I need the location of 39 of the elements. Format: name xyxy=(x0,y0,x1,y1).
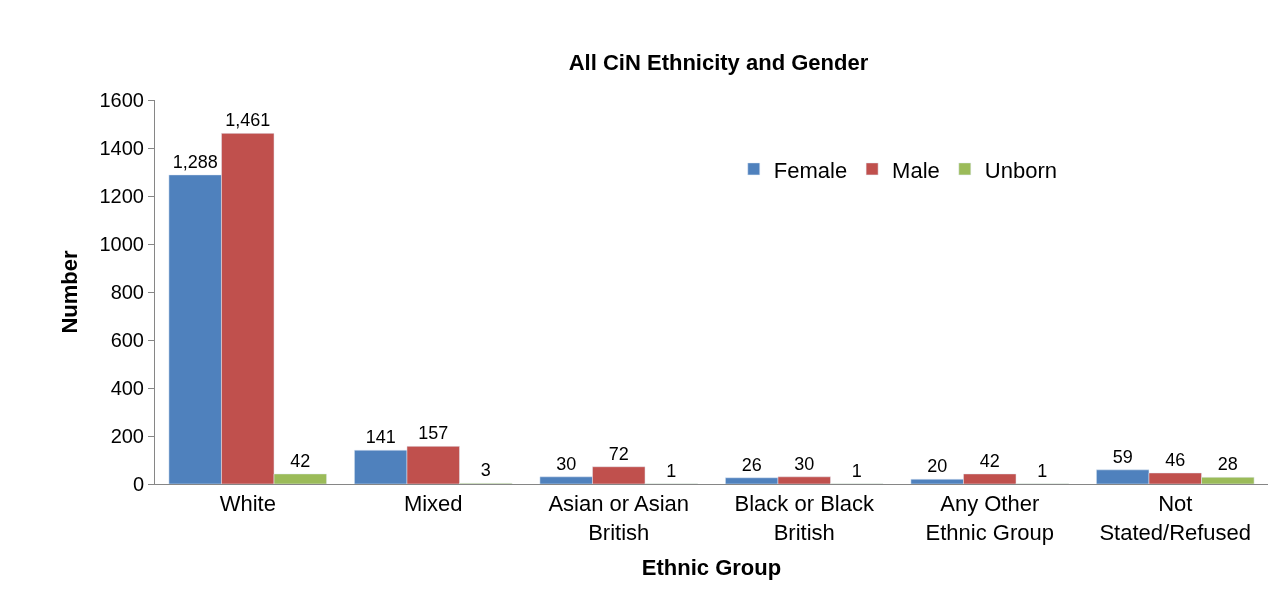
data-label: 1,288 xyxy=(172,151,218,172)
y-tick-label: 800 xyxy=(110,281,144,303)
data-label: 1 xyxy=(851,460,862,481)
y-tick-label: 400 xyxy=(110,377,144,399)
x-tick-label: Mixed xyxy=(403,491,463,517)
data-label: 59 xyxy=(1112,446,1133,467)
chart-title: All CiN Ethnicity and Gender xyxy=(568,49,869,75)
data-label: 42 xyxy=(979,450,1000,471)
data-label: 30 xyxy=(794,453,815,474)
legend-label: Female xyxy=(773,157,848,183)
data-label: 1 xyxy=(666,460,677,481)
data-label: 157 xyxy=(418,423,449,444)
y-tick-label: 200 xyxy=(110,425,144,447)
y-tick-label: 1600 xyxy=(99,89,144,111)
x-axis-title: Ethnic Group xyxy=(641,554,782,580)
data-label: 1 xyxy=(1037,460,1048,481)
data-label: 141 xyxy=(365,427,396,448)
data-label: 46 xyxy=(1165,449,1186,470)
y-tick-label: 1200 xyxy=(99,185,144,207)
x-tick-label: Not Stated/Refused xyxy=(1099,491,1252,545)
x-tick-label: Black or Black British xyxy=(734,491,875,545)
y-tick-label: 600 xyxy=(110,329,144,351)
data-label: 42 xyxy=(290,450,311,471)
x-tick-label: Any Other Ethnic Group xyxy=(925,491,1054,545)
legend-label: Male xyxy=(892,157,940,183)
y-tick-label: 0 xyxy=(132,473,144,495)
data-label: 3 xyxy=(480,460,491,481)
y-tick-label: 1400 xyxy=(99,137,144,159)
legend-label: Unborn xyxy=(984,157,1057,183)
data-label: 72 xyxy=(608,443,629,464)
x-tick-label: White xyxy=(219,491,276,517)
data-label: 1,461 xyxy=(225,110,271,131)
data-label: 28 xyxy=(1217,454,1238,475)
data-label: 26 xyxy=(741,454,762,475)
y-axis-title: Number xyxy=(57,250,83,334)
y-tick-label: 1000 xyxy=(99,233,144,255)
data-label: 20 xyxy=(927,456,948,477)
data-label: 30 xyxy=(556,453,577,474)
x-tick-label: Asian or Asian British xyxy=(548,491,690,545)
